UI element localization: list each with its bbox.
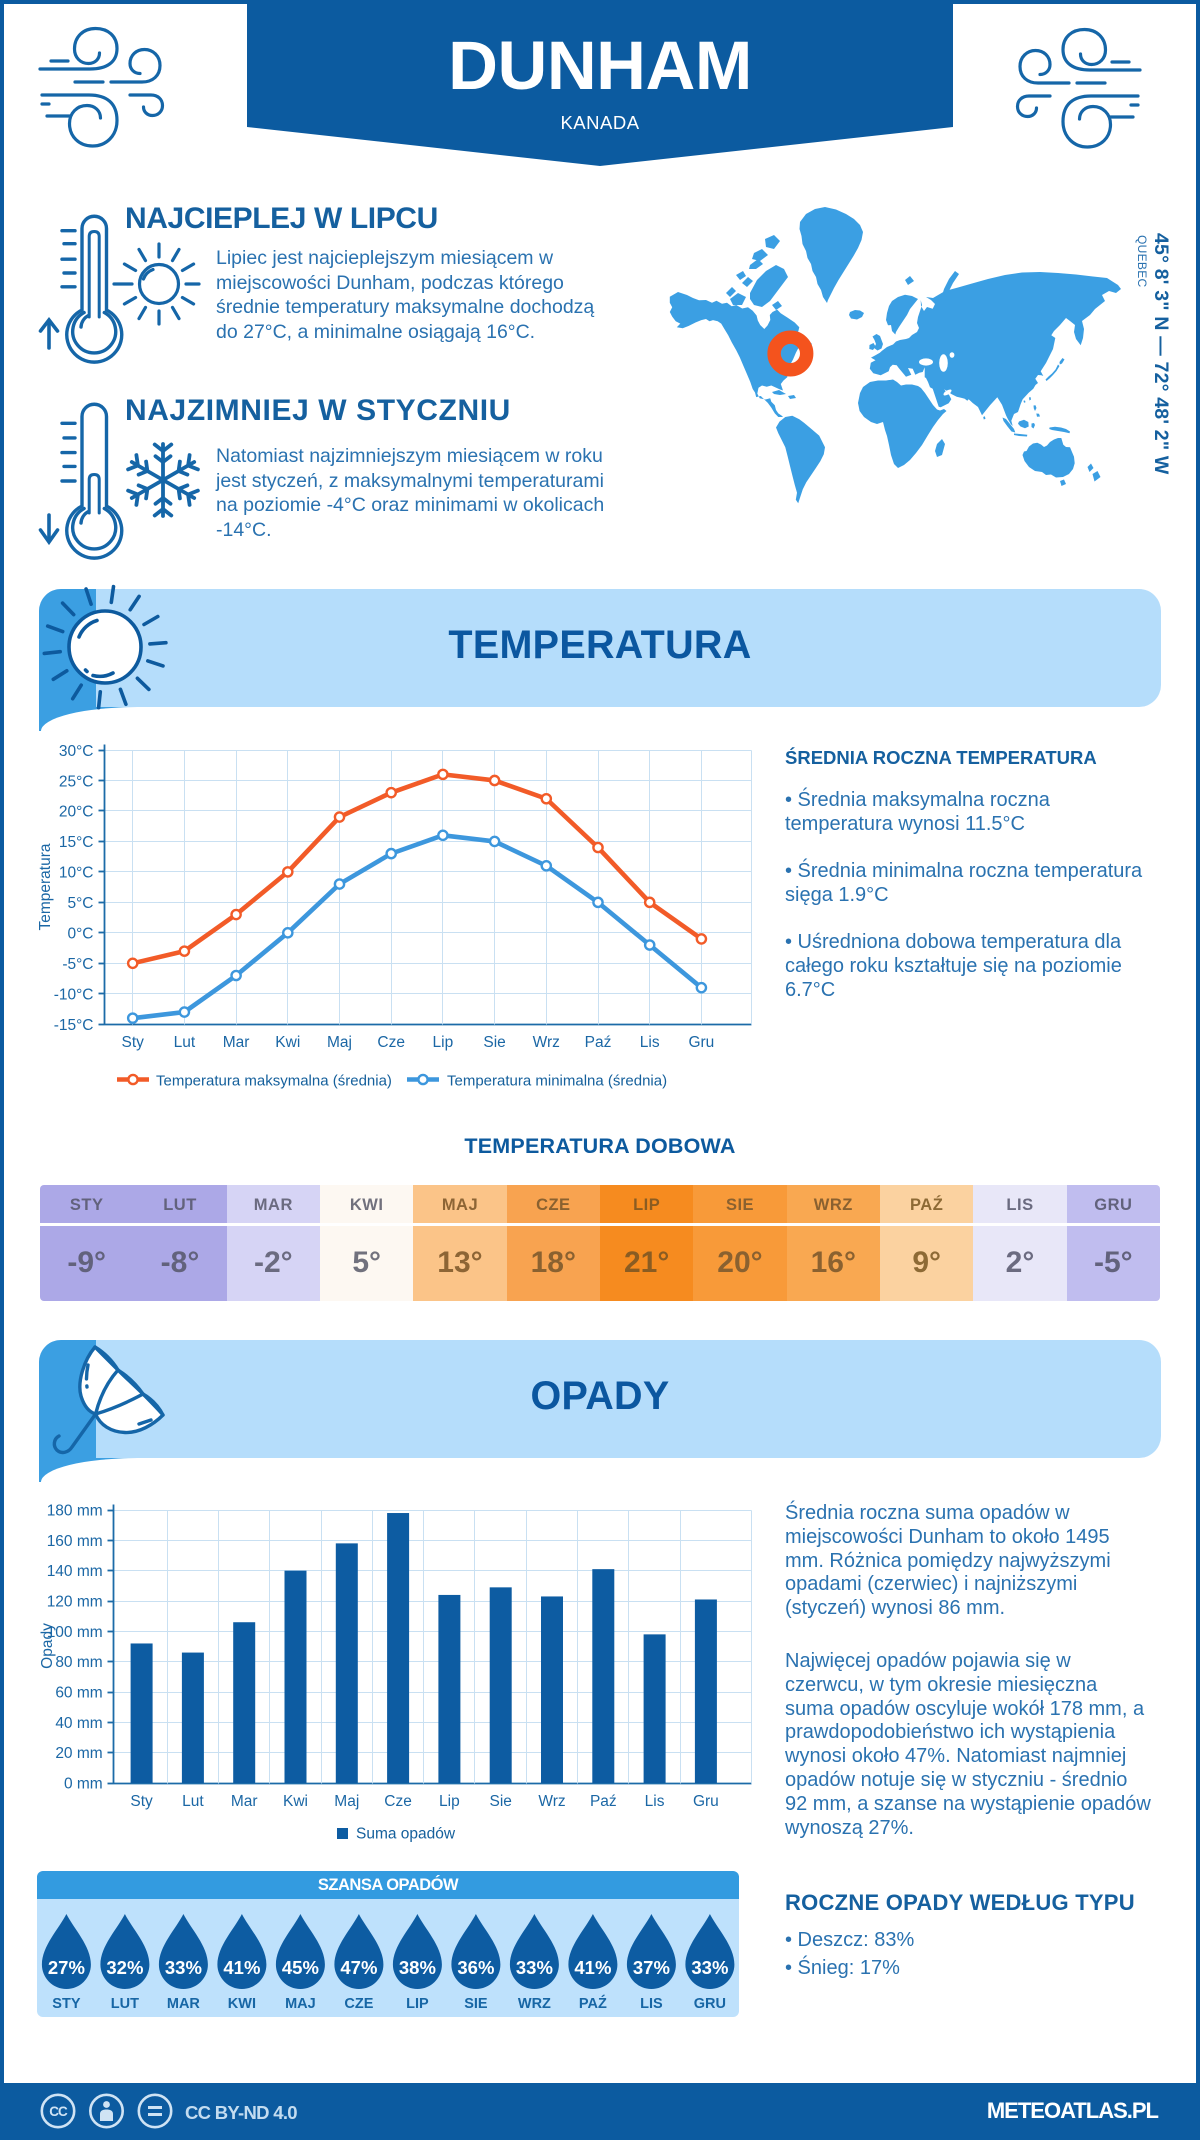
- svg-text:0 mm: 0 mm: [64, 1776, 103, 1793]
- svg-text:33%: 33%: [516, 1957, 553, 1978]
- svg-text:Sty: Sty: [121, 1034, 144, 1051]
- svg-text:LUT: LUT: [111, 1996, 139, 2012]
- svg-text:60 mm: 60 mm: [55, 1685, 102, 1702]
- svg-text:25°C: 25°C: [59, 773, 94, 790]
- svg-text:160 mm: 160 mm: [47, 1533, 103, 1550]
- svg-text:41%: 41%: [574, 1957, 611, 1978]
- svg-text:20°C: 20°C: [59, 804, 94, 821]
- svg-text:Cze: Cze: [377, 1034, 405, 1051]
- svg-text:Sie: Sie: [489, 1793, 511, 1810]
- svg-text:Gru: Gru: [688, 1034, 714, 1051]
- svg-text:Temperatura maksymalna (średni: Temperatura maksymalna (średnia): [156, 1073, 392, 1090]
- svg-text:-15°C: -15°C: [54, 1017, 94, 1034]
- svg-text:38%: 38%: [399, 1957, 436, 1978]
- svg-text:33%: 33%: [165, 1957, 202, 1978]
- svg-text:140 mm: 140 mm: [47, 1563, 103, 1580]
- svg-text:Temperatura minimalna (średnia: Temperatura minimalna (średnia): [447, 1073, 667, 1090]
- svg-text:MAJ: MAJ: [285, 1996, 316, 2012]
- svg-text:15°C: 15°C: [59, 834, 94, 851]
- svg-text:KWI: KWI: [228, 1996, 256, 2012]
- svg-text:SIE: SIE: [464, 1996, 488, 2012]
- svg-text:Wrz: Wrz: [533, 1034, 560, 1051]
- svg-text:Kwi: Kwi: [275, 1034, 300, 1051]
- svg-text:Paź: Paź: [590, 1793, 617, 1810]
- svg-text:5°C: 5°C: [67, 895, 93, 912]
- svg-text:45%: 45%: [282, 1957, 319, 1978]
- svg-text:LIP: LIP: [406, 1996, 429, 2012]
- svg-text:WRZ: WRZ: [518, 1996, 551, 2012]
- svg-text:Opady: Opady: [39, 1623, 56, 1669]
- svg-text:LIS: LIS: [640, 1996, 663, 2012]
- svg-text:Lut: Lut: [174, 1034, 196, 1051]
- svg-text:Paź: Paź: [585, 1034, 612, 1051]
- svg-text:Cze: Cze: [384, 1793, 412, 1810]
- svg-text:32%: 32%: [106, 1957, 143, 1978]
- svg-text:-10°C: -10°C: [54, 987, 94, 1004]
- svg-text:47%: 47%: [340, 1957, 377, 1978]
- svg-text:36%: 36%: [457, 1957, 494, 1978]
- svg-text:10°C: 10°C: [59, 865, 94, 882]
- svg-text:Maj: Maj: [334, 1793, 359, 1810]
- svg-text:Sty: Sty: [130, 1793, 153, 1810]
- svg-text:37%: 37%: [633, 1957, 670, 1978]
- svg-text:41%: 41%: [223, 1957, 260, 1978]
- svg-text:33%: 33%: [691, 1957, 728, 1978]
- svg-text:0°C: 0°C: [67, 926, 93, 943]
- svg-text:Suma opadów: Suma opadów: [356, 1826, 456, 1843]
- svg-text:Gru: Gru: [693, 1793, 719, 1810]
- svg-text:CZE: CZE: [344, 1996, 373, 2012]
- svg-text:Temperatura: Temperatura: [37, 843, 54, 930]
- svg-text:GRU: GRU: [694, 1996, 726, 2012]
- svg-text:Maj: Maj: [327, 1034, 352, 1051]
- svg-text:PAŹ: PAŹ: [579, 1995, 607, 2012]
- svg-text:Lis: Lis: [645, 1793, 665, 1810]
- svg-text:Kwi: Kwi: [283, 1793, 308, 1810]
- svg-text:MAR: MAR: [167, 1996, 201, 2012]
- svg-text:Lis: Lis: [640, 1034, 660, 1051]
- svg-text:100 mm: 100 mm: [47, 1624, 103, 1641]
- svg-text:Mar: Mar: [223, 1034, 250, 1051]
- svg-text:27%: 27%: [48, 1957, 85, 1978]
- svg-text:Lip: Lip: [433, 1034, 454, 1051]
- svg-text:-5°C: -5°C: [62, 956, 93, 973]
- svg-text:Lip: Lip: [439, 1793, 460, 1810]
- svg-text:STY: STY: [52, 1996, 81, 2012]
- svg-text:80 mm: 80 mm: [55, 1654, 102, 1671]
- svg-text:Wrz: Wrz: [538, 1793, 565, 1810]
- svg-text:Lut: Lut: [182, 1793, 204, 1810]
- svg-text:Mar: Mar: [231, 1793, 258, 1810]
- svg-text:180 mm: 180 mm: [47, 1503, 103, 1520]
- svg-text:Sie: Sie: [483, 1034, 505, 1051]
- svg-text:CC: CC: [49, 2104, 68, 2119]
- svg-text:20 mm: 20 mm: [55, 1745, 102, 1762]
- svg-text:30°C: 30°C: [59, 743, 94, 760]
- svg-text:120 mm: 120 mm: [47, 1594, 103, 1611]
- svg-text:40 mm: 40 mm: [55, 1715, 102, 1732]
